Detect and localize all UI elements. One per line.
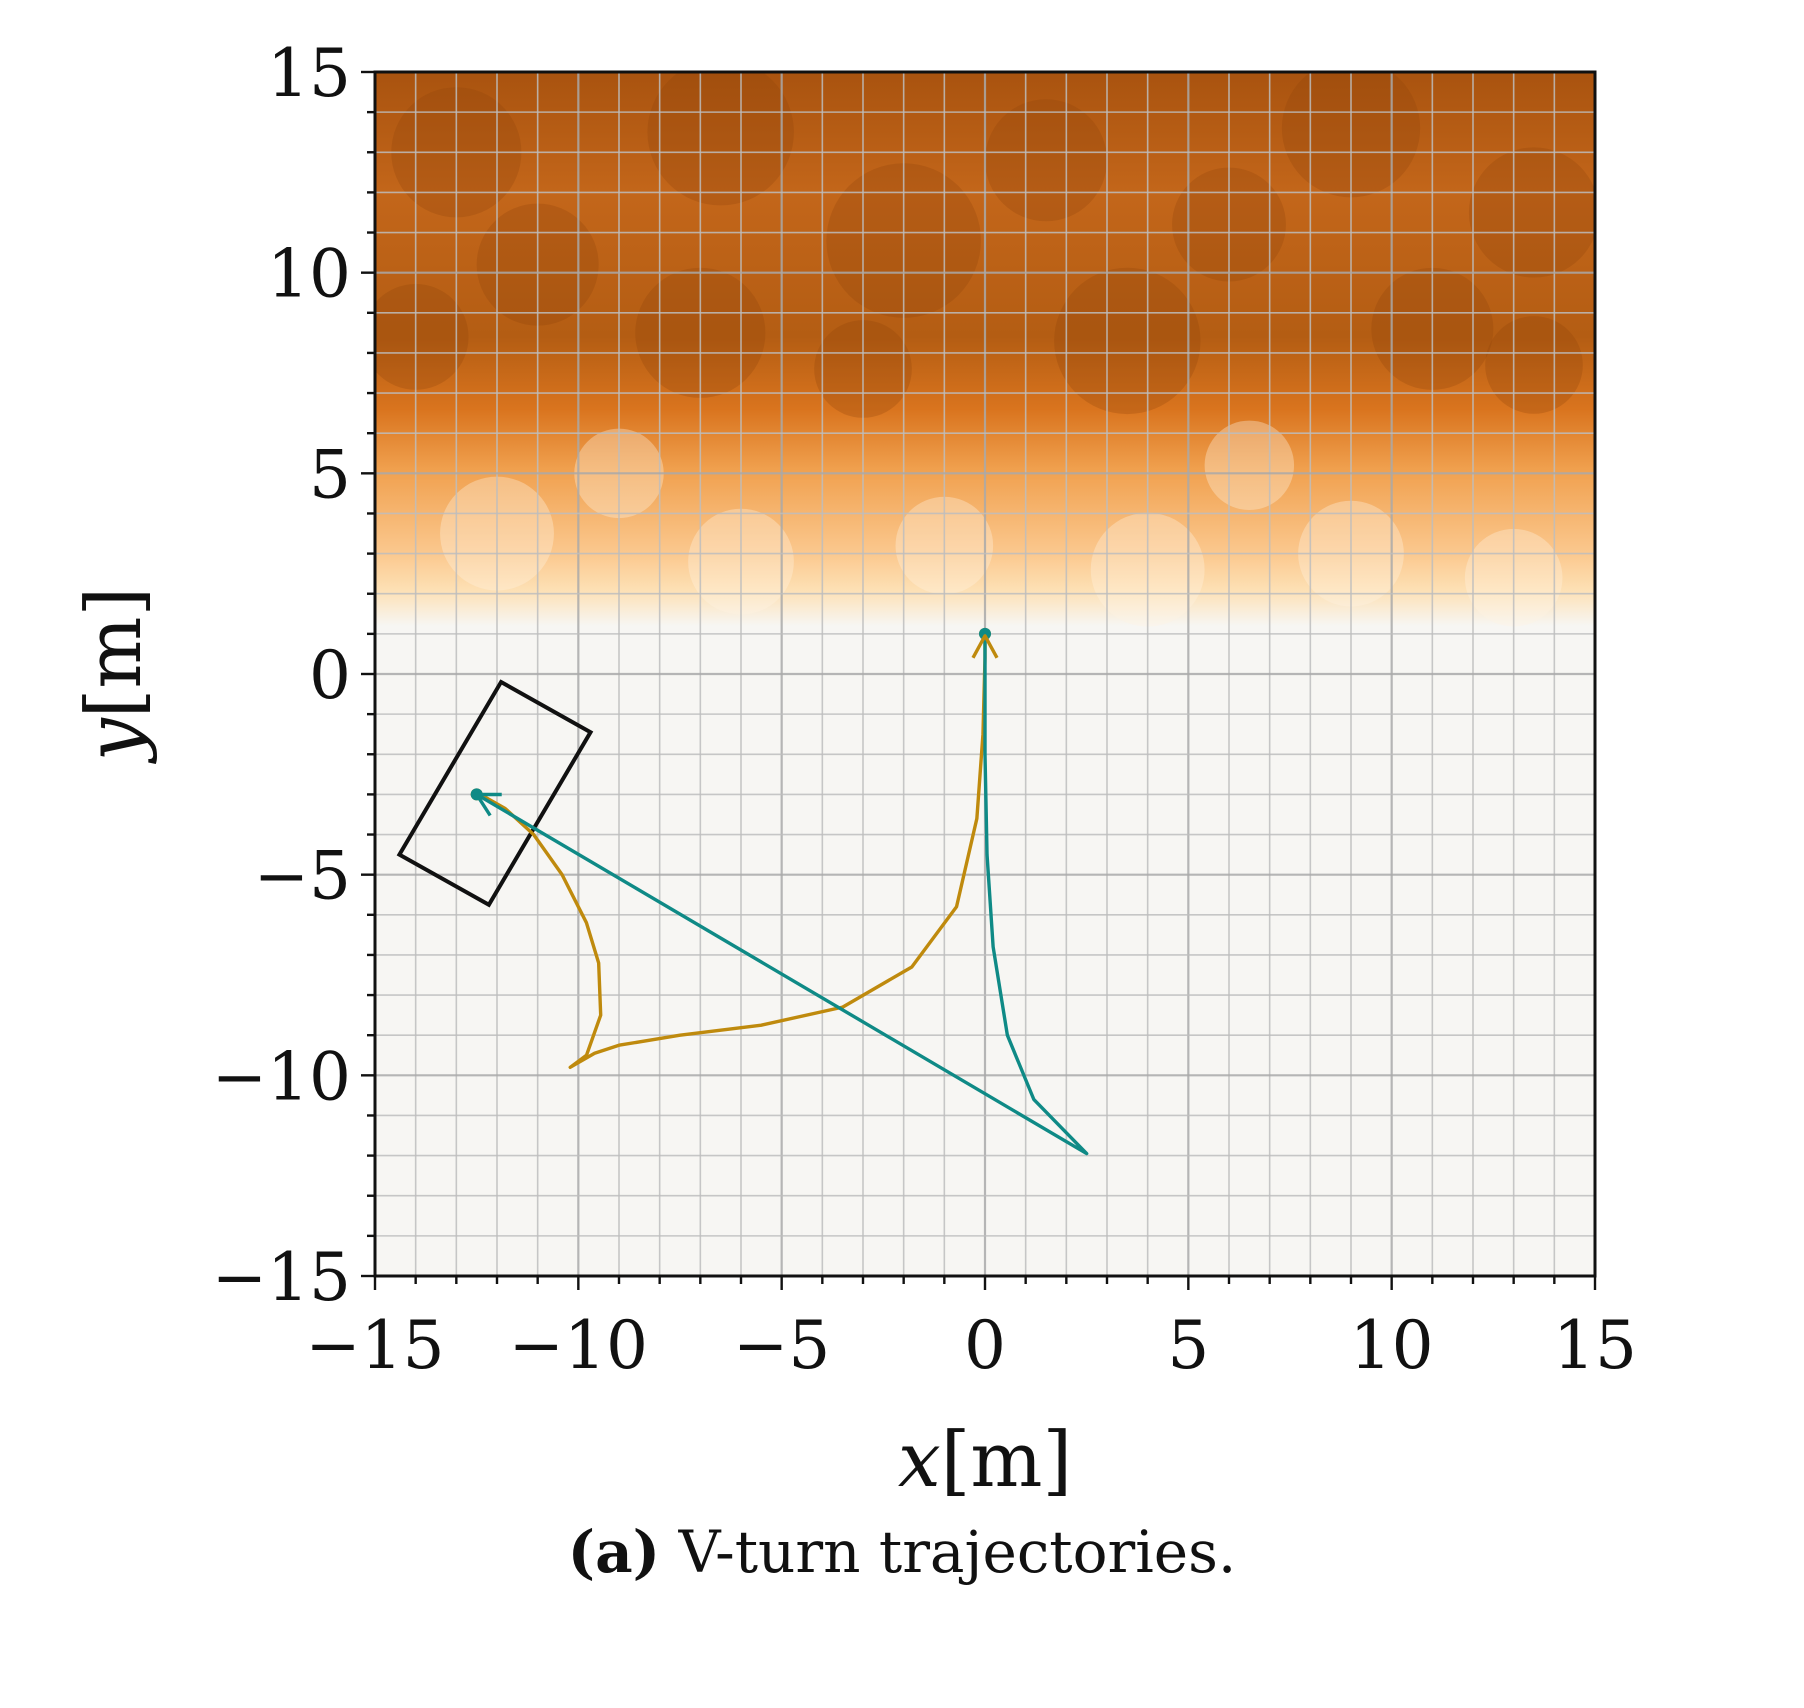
- cost-map-blotch: [647, 72, 794, 206]
- x-axis-unit: [m]: [941, 1415, 1072, 1504]
- y-tick-label: −15: [212, 1239, 351, 1316]
- x-tick-label: 10: [1350, 1307, 1434, 1384]
- cost-map-blotch: [1485, 316, 1583, 414]
- cost-map-blotch: [985, 99, 1107, 222]
- caption-text: V-turn trajectories.: [678, 1518, 1237, 1586]
- trajectory-line-2: [474, 632, 1089, 1156]
- x-axis-var: x: [898, 1415, 941, 1504]
- x-tick-label: −15: [305, 1307, 444, 1384]
- cost-map-light-patch: [1204, 420, 1295, 511]
- cost-map-blotch: [375, 284, 469, 390]
- trajectory-line-1: [474, 632, 987, 1070]
- x-tick-label: 0: [964, 1307, 1006, 1384]
- y-axis-var: y: [69, 717, 158, 764]
- trajectory-marker-2-1: [979, 627, 991, 640]
- y-tick-label: −5: [254, 838, 351, 915]
- x-axis-label: x[m]: [898, 1415, 1072, 1504]
- x-tick-label: 15: [1553, 1307, 1637, 1384]
- y-tick-label: 10: [267, 236, 351, 313]
- x-tick-label: 5: [1167, 1307, 1209, 1384]
- caption-tag: (a): [567, 1518, 661, 1586]
- cost-map-blotch: [1054, 267, 1201, 415]
- y-tick-label: 5: [309, 436, 351, 513]
- trajectory-arrowhead-1: [474, 792, 502, 817]
- x-tick-label: −5: [733, 1307, 830, 1384]
- plot-area: [373, 70, 1597, 1278]
- y-tick-label: −10: [212, 1038, 351, 1115]
- vehicle-footprint: [396, 679, 594, 908]
- y-axis-unit: [m]: [69, 587, 158, 718]
- y-axis-label: y[m]: [69, 587, 158, 764]
- figure-caption: (a) V-turn trajectories.: [0, 1518, 1804, 1586]
- y-tick-label: 15: [267, 35, 351, 112]
- y-tick-label: 0: [309, 637, 351, 714]
- cost-map-blotch: [1468, 147, 1595, 278]
- x-tick-label: −10: [509, 1307, 648, 1384]
- trajectory-arrowhead-2: [971, 634, 999, 659]
- cost-map: [375, 72, 1595, 1276]
